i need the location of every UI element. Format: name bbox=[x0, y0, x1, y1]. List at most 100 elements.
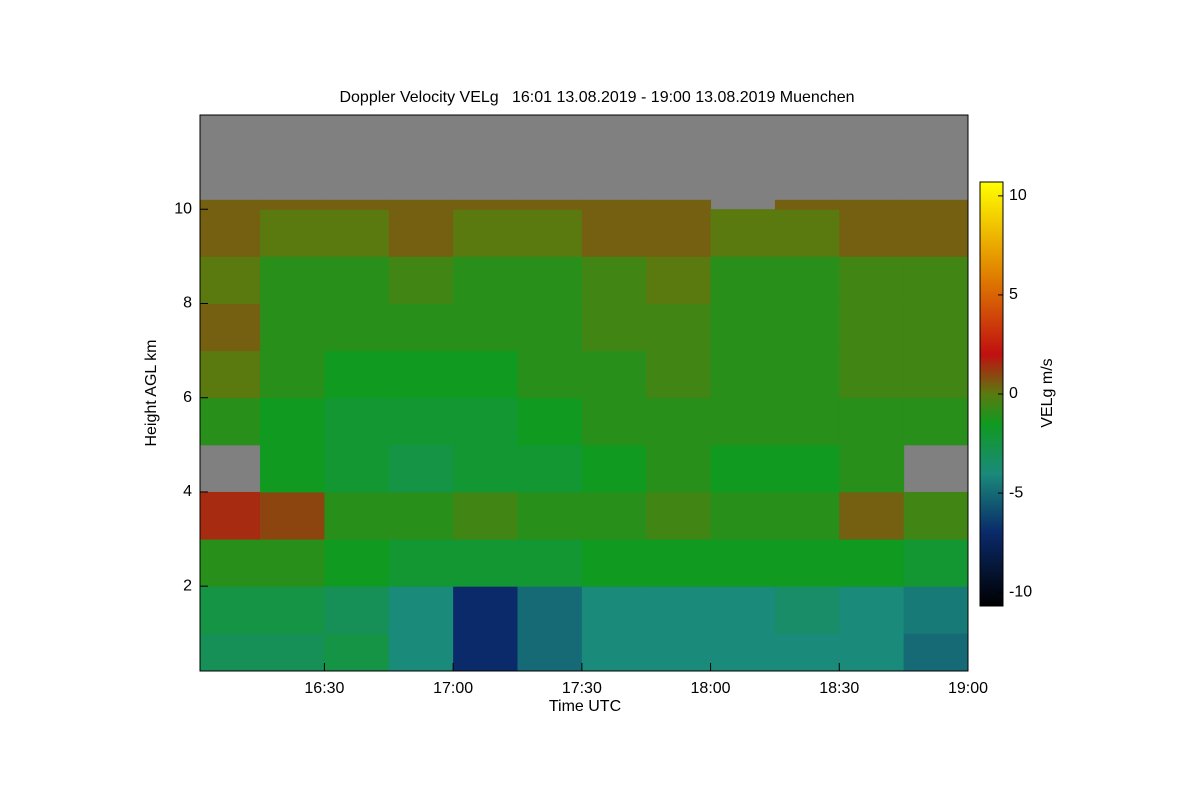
heatmap-cell bbox=[260, 444, 325, 493]
heatmap-cell bbox=[324, 444, 390, 493]
heatmap-cell bbox=[903, 586, 969, 634]
heatmap-cell bbox=[774, 350, 840, 399]
heatmap-cell bbox=[388, 199, 454, 210]
heatmap-cell bbox=[774, 303, 840, 352]
heatmap-cell bbox=[774, 199, 840, 210]
heatmap-cell bbox=[839, 539, 905, 587]
heatmap-cell bbox=[388, 397, 454, 446]
heatmap-cell bbox=[324, 397, 390, 446]
heatmap-cell bbox=[839, 444, 905, 493]
heatmap-cell bbox=[260, 586, 325, 634]
heatmap-cell bbox=[453, 199, 518, 210]
x-tick-label: 16:30 bbox=[304, 680, 344, 697]
heatmap-cell bbox=[710, 350, 776, 399]
heatmap-cell bbox=[388, 350, 454, 399]
heatmap-cell bbox=[453, 256, 518, 304]
heatmap-cell bbox=[517, 444, 583, 493]
x-tick-label: 18:30 bbox=[819, 680, 859, 697]
heatmap-cell bbox=[260, 491, 325, 540]
heatmap-cell bbox=[774, 491, 840, 540]
heatmap-cell bbox=[260, 350, 325, 399]
heatmap-cell bbox=[324, 539, 390, 587]
heatmap-cell bbox=[324, 350, 390, 399]
heatmap-cell bbox=[839, 256, 905, 304]
heatmap-cell bbox=[710, 633, 776, 672]
heatmap-cell bbox=[581, 633, 647, 672]
heatmap-cell bbox=[646, 303, 712, 352]
y-tick-label: 10 bbox=[174, 200, 192, 217]
heatmap-cell bbox=[839, 491, 905, 540]
heatmap-cell bbox=[710, 586, 776, 634]
colorbar-tick-label: 0 bbox=[1009, 385, 1018, 402]
y-tick-label: 8 bbox=[183, 295, 192, 312]
heatmap-cell bbox=[260, 256, 325, 304]
heatmap-cell bbox=[646, 491, 712, 540]
heatmap-cell bbox=[839, 350, 905, 399]
heatmap-cell bbox=[581, 539, 647, 587]
heatmap-cell bbox=[260, 539, 325, 587]
heatmap-cell bbox=[260, 199, 325, 210]
heatmap-cell bbox=[839, 199, 905, 210]
heatmap-cell bbox=[324, 491, 390, 540]
heatmap-cell bbox=[260, 303, 325, 352]
heatmap-cell bbox=[453, 491, 518, 540]
heatmap-cell bbox=[646, 397, 712, 446]
heatmap-cell bbox=[774, 397, 840, 446]
heatmap-cell bbox=[453, 586, 518, 634]
heatmap-cell bbox=[200, 199, 261, 210]
heatmap-cell bbox=[710, 397, 776, 446]
heatmap-cell bbox=[903, 350, 969, 399]
heatmap-cell bbox=[903, 256, 969, 304]
heatmap-cell bbox=[517, 539, 583, 587]
heatmap-cell bbox=[388, 209, 454, 257]
heatmap-cell bbox=[839, 209, 905, 257]
heatmap-cell bbox=[646, 444, 712, 493]
heatmap-cell bbox=[388, 303, 454, 352]
heatmap-cell bbox=[388, 539, 454, 587]
heatmap-cell bbox=[581, 444, 647, 493]
heatmap-cell bbox=[517, 491, 583, 540]
heatmap-cell bbox=[646, 209, 712, 257]
heatmap-cell bbox=[581, 491, 647, 540]
heatmap-cell bbox=[388, 444, 454, 493]
heatmap-cell bbox=[517, 633, 583, 672]
heatmap-cell bbox=[710, 303, 776, 352]
chart-title: Doppler Velocity VELg 16:01 13.08.2019 -… bbox=[339, 89, 854, 106]
plot-frame bbox=[199, 114, 969, 672]
heatmap-cell bbox=[710, 209, 776, 257]
heatmap-cell bbox=[200, 633, 261, 672]
heatmap-cell bbox=[903, 303, 969, 352]
heatmap-cell bbox=[646, 199, 712, 210]
colorbar-tick-label: 10 bbox=[1009, 187, 1027, 204]
heatmap-cell bbox=[517, 209, 583, 257]
heatmap-cell bbox=[200, 303, 261, 352]
heatmap-cell bbox=[839, 586, 905, 634]
heatmap-cell bbox=[517, 303, 583, 352]
heatmap-cell bbox=[200, 209, 261, 257]
x-tick-label: 17:00 bbox=[433, 680, 473, 697]
heatmap-cell bbox=[453, 539, 518, 587]
heatmap-cell bbox=[581, 199, 647, 210]
heatmap-cell bbox=[517, 397, 583, 446]
heatmap-cell bbox=[774, 209, 840, 257]
heatmap-cell bbox=[517, 199, 583, 210]
heatmap-cell bbox=[200, 256, 261, 304]
colorbar-tick-label: -5 bbox=[1009, 484, 1023, 501]
heatmap-cell bbox=[581, 350, 647, 399]
heatmap-cell bbox=[710, 539, 776, 587]
heatmap-cell bbox=[581, 397, 647, 446]
heatmap-cell bbox=[646, 350, 712, 399]
heatmap-cell bbox=[646, 256, 712, 304]
heatmap-cell bbox=[903, 539, 969, 587]
y-tick-label: 2 bbox=[183, 577, 192, 594]
colorbar-tick-label: 5 bbox=[1009, 286, 1018, 303]
heatmap-cell bbox=[517, 586, 583, 634]
heatmap-cell bbox=[324, 256, 390, 304]
y-tick-label: 6 bbox=[183, 389, 192, 406]
x-axis-label: Time UTC bbox=[549, 698, 621, 715]
heatmap-cell bbox=[200, 491, 261, 540]
heatmap-cell bbox=[517, 350, 583, 399]
heatmap-cell bbox=[581, 303, 647, 352]
heatmap-cell bbox=[324, 633, 390, 672]
